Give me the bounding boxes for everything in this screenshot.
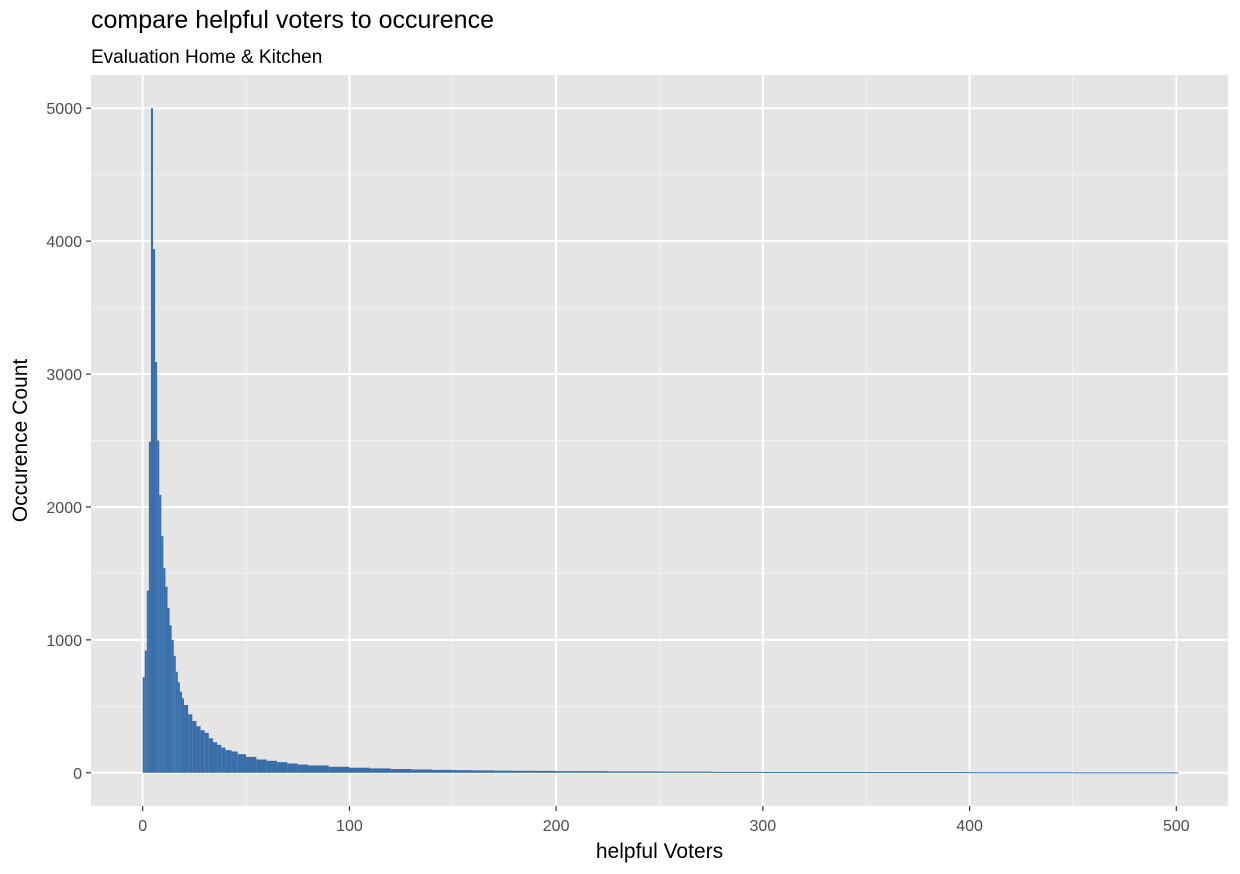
grid-minor (91, 75, 1228, 806)
bar (866, 772, 970, 774)
bar (514, 770, 536, 773)
bar (432, 769, 453, 773)
x-tick-label: 400 (956, 818, 983, 835)
bar (196, 726, 201, 773)
y-tick-label: 2000 (46, 500, 82, 517)
bar (969, 772, 1073, 774)
x-axis: 0 100 200 300 400 500 (138, 806, 1190, 835)
bar (153, 249, 156, 773)
bar (173, 655, 176, 773)
bar (349, 767, 371, 773)
bar (146, 590, 149, 773)
bar (246, 756, 257, 773)
bar (1176, 772, 1179, 774)
bar (231, 751, 238, 773)
bar (221, 747, 226, 773)
bar (177, 682, 180, 773)
bar (411, 769, 433, 773)
bar (212, 742, 218, 773)
bar (144, 650, 147, 773)
bar (659, 771, 712, 773)
bar (452, 770, 474, 773)
y-tick-label: 5000 (46, 101, 82, 118)
bar (179, 691, 182, 773)
y-tick-label: 3000 (46, 367, 82, 384)
bar (165, 586, 168, 773)
bar (208, 738, 213, 773)
y-tick-label: 1000 (46, 633, 82, 650)
y-axis: 0 1000 2000 3000 4000 5000 (46, 101, 91, 783)
bar (204, 732, 209, 773)
chart-subtitle: Evaluation Home & Kitchen (91, 47, 323, 68)
bar (167, 607, 170, 773)
bar (473, 770, 495, 773)
bar (163, 568, 166, 773)
y-tick-label: 0 (73, 766, 82, 783)
bar (390, 769, 412, 773)
bar (192, 720, 197, 773)
bar (297, 764, 309, 773)
bar (175, 671, 178, 773)
bars-group (142, 108, 1179, 774)
x-tick-label: 300 (750, 818, 777, 835)
bar (711, 771, 763, 773)
bar (328, 766, 350, 773)
x-tick-label: 500 (1163, 818, 1190, 835)
x-tick-label: 100 (336, 818, 363, 835)
bar (237, 754, 247, 773)
bar (159, 494, 162, 773)
bar (171, 639, 174, 773)
bar (308, 765, 329, 773)
bar (169, 625, 172, 773)
bar (150, 108, 154, 773)
bar (556, 771, 608, 773)
bar (607, 771, 660, 773)
bar (535, 770, 557, 773)
bar (161, 536, 164, 773)
bar (762, 771, 867, 773)
bar (200, 730, 205, 773)
bar (494, 770, 515, 773)
bar (181, 698, 185, 773)
bar (287, 763, 298, 773)
chart-title: compare helpful voters to occurence (91, 6, 494, 34)
bar (256, 759, 267, 773)
bar (184, 704, 189, 773)
bar (225, 750, 232, 773)
bar (155, 362, 158, 773)
bar (157, 440, 160, 773)
bar (188, 714, 193, 773)
bar (1072, 772, 1177, 774)
bar (142, 677, 145, 773)
x-tick-label: 200 (543, 818, 570, 835)
x-tick-label: 0 (138, 818, 147, 835)
y-tick-label: 4000 (46, 234, 82, 251)
bar (277, 762, 288, 773)
x-axis-title: helpful Voters (596, 840, 723, 863)
bar (217, 744, 222, 773)
y-axis-title: Occurence Count (9, 359, 32, 523)
bar (370, 768, 391, 773)
bar (266, 760, 278, 773)
bar (148, 441, 151, 773)
